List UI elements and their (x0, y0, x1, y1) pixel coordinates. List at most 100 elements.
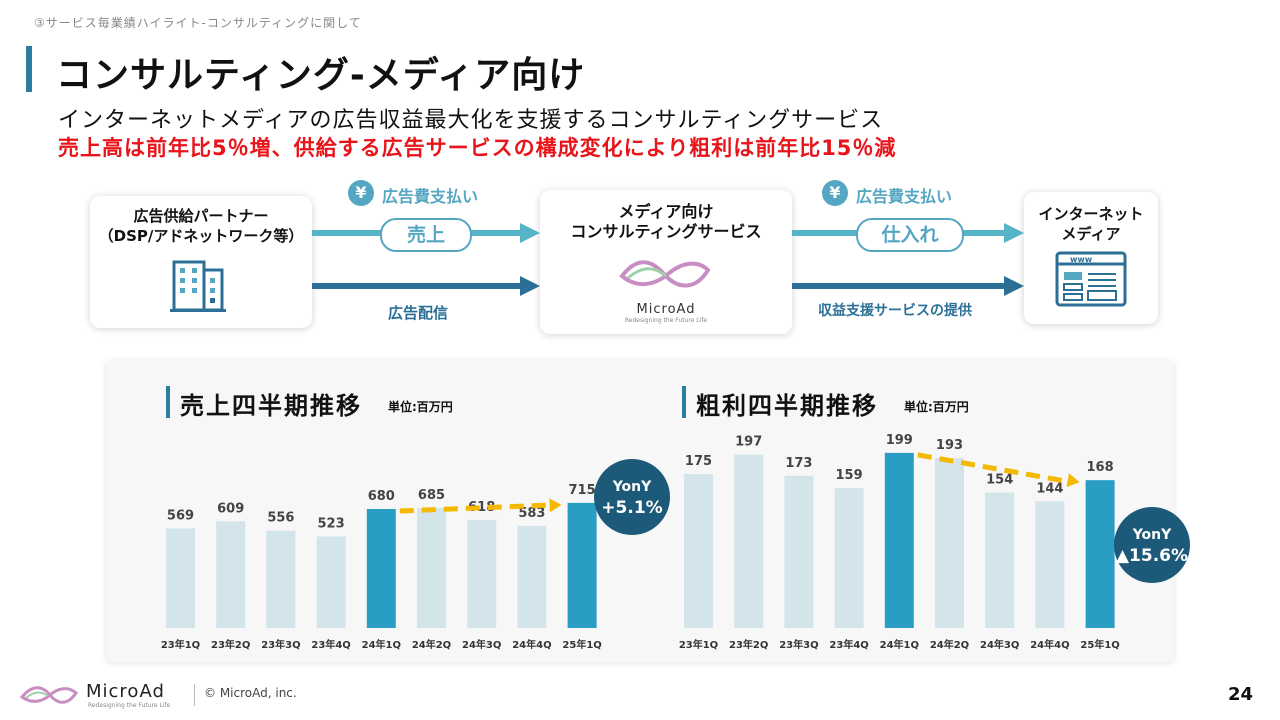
service-logo-text: MicroAd (636, 302, 696, 317)
service-label-1: メディア向け (618, 202, 714, 221)
yen-icon-left: ¥ (348, 180, 374, 206)
sales-chart-title-bar (166, 386, 170, 418)
sales-bar-9 (567, 502, 597, 628)
gross-profit-category-label-4: 23年4Q (829, 638, 868, 651)
left-payment-label: 広告費支払い (382, 187, 479, 206)
footer-logo-text: MicroAd (86, 681, 165, 702)
sales-value-label-2: 609 (217, 501, 244, 516)
sales-bar-6 (417, 508, 446, 628)
microad-logo-icon (619, 260, 711, 288)
sales-category-label-4: 23年4Q (311, 638, 350, 651)
sales-value-label-8: 583 (518, 506, 545, 521)
sales-category-label-6: 24年2Q (412, 638, 451, 651)
gross-profit-category-label-3: 23年3Q (779, 638, 818, 651)
gross-profit-value-label-6: 193 (936, 438, 963, 453)
gross-profit-yony-label: YonY (1132, 527, 1172, 543)
left-delivery-arrow (312, 276, 540, 296)
gross-profit-bar-6 (935, 458, 964, 628)
gross-profit-value-label-9: 168 (1087, 460, 1114, 475)
gross-profit-value-label-5: 199 (886, 433, 913, 448)
breadcrumb: ③サービス毎業績ハイライト-コンサルティングに関して (34, 16, 362, 30)
gross-profit-category-label-2: 23年2Q (729, 638, 768, 651)
page-subtitle: インターネットメディアの広告収益最大化を支援するコンサルティングサービス (58, 108, 884, 133)
gross-profit-category-label-8: 24年4Q (1030, 638, 1069, 651)
gross-profit-bar-2 (734, 454, 764, 628)
gross-profit-value-label-4: 159 (836, 468, 863, 483)
svg-text:www: www (1070, 255, 1093, 264)
page-title: コンサルティング-メディア向け (56, 55, 586, 96)
gross-profit-chart-unit: 単位:百万円 (904, 400, 969, 414)
left-delivery-label: 広告配信 (388, 304, 449, 322)
gross-profit-chart-title: 粗利四半期推移 (696, 392, 878, 420)
sales-trend-arrow-line (399, 502, 554, 514)
gross-profit-value-label-2: 197 (735, 435, 762, 450)
sales-category-label-3: 23年3Q (261, 638, 300, 651)
sales-yony-badge (594, 459, 670, 535)
service-label-2: コンサルティングサービス (570, 222, 762, 241)
sales-category-label-7: 24年3Q (462, 638, 501, 651)
internet-media-box: インターネット メディア www (1024, 192, 1158, 324)
footer-copyright: © MicroAd, inc. (204, 686, 297, 700)
sales-bar-2 (216, 521, 246, 628)
right-payment-label: 広告費支払い (856, 187, 953, 206)
gross-profit-bar-4 (834, 488, 864, 628)
right-delivery-label: 収益支援サービスの提供 (818, 303, 972, 319)
consulting-service-box: メディア向け コンサルティングサービス MicroAd Redesigning … (540, 190, 792, 334)
sales-value-label-1: 569 (167, 508, 194, 523)
sales-value-label-9: 715 (569, 483, 596, 498)
sales-trend-arrow-head (549, 498, 562, 513)
page-number: 24 (1228, 684, 1254, 705)
sales-value-label-3: 556 (267, 511, 294, 526)
sales-category-label-8: 24年4Q (512, 638, 551, 651)
gross-profit-trend-arrow-line (917, 452, 1073, 485)
gross-profit-chart-title-bar (682, 386, 686, 418)
building-icon (170, 260, 226, 312)
sales-bar-4 (316, 536, 346, 628)
sales-category-label-5: 24年1Q (362, 638, 401, 651)
footer-logo-tagline: Redesigning the Future Life (88, 702, 171, 709)
sales-value-label-7: 618 (468, 500, 495, 515)
sales-chart-unit: 単位:百万円 (388, 400, 453, 414)
sales-bar-3 (266, 530, 296, 628)
gross-profit-bar-8 (1035, 501, 1065, 628)
gross-profit-bar-1 (684, 474, 713, 628)
sales-chart-title: 売上四半期推移 (180, 392, 362, 420)
gross-profit-yony-value: ▲15.6% (1116, 546, 1188, 566)
gross-profit-value-label-1: 175 (685, 454, 712, 469)
gross-profit-category-label-9: 25年1Q (1080, 638, 1119, 651)
sales-category-label-9: 25年1Q (562, 638, 601, 651)
sales-bar-7 (467, 519, 497, 628)
gross-profit-value-label-3: 173 (785, 456, 812, 471)
service-logo-tagline: Redesigning the Future Life (624, 317, 708, 324)
gross-profit-category-label-6: 24年2Q (930, 638, 969, 651)
sales-value-label-4: 523 (318, 516, 345, 531)
partner-label-2: （DSP/アドネットワーク等） (98, 227, 304, 245)
yen-icon-right: ¥ (822, 180, 848, 206)
web-browser-icon: www (1055, 251, 1127, 307)
sales-category-label-2: 23年2Q (211, 638, 250, 651)
purchase-pill: 仕入れ (856, 218, 964, 252)
highlight-text: 売上高は前年比5％増、供給する広告サービスの構成変化により粗利は前年比15％減 (58, 136, 897, 160)
right-delivery-arrow (792, 276, 1024, 296)
sales-category-label-1: 23年1Q (161, 638, 200, 651)
sales-bar-8 (517, 525, 547, 628)
gross-profit-category-label-7: 24年3Q (980, 638, 1019, 651)
footer-separator (194, 684, 195, 706)
gross-profit-category-label-1: 23年1Q (679, 638, 718, 651)
gross-profit-value-label-7: 154 (986, 472, 1013, 487)
sales-bar-1 (166, 528, 195, 628)
gross-profit-bar-9 (1085, 480, 1115, 628)
sales-pill: 売上 (380, 218, 472, 252)
gross-profit-category-label-5: 24年1Q (880, 638, 919, 651)
gross-profit-bar-5 (884, 452, 914, 628)
title-accent-bar (26, 46, 32, 92)
sales-yony-value: +5.1% (601, 498, 662, 518)
media-label-2: メディア (1061, 225, 1121, 243)
gross-profit-value-label-8: 144 (1036, 481, 1063, 496)
gross-profit-bar-7 (985, 492, 1015, 628)
sales-value-label-5: 680 (368, 489, 395, 504)
partner-label-1: 広告供給パートナー (133, 207, 269, 225)
gross-profit-trend-arrow-head (1066, 473, 1080, 488)
partner-box: 広告供給パートナー （DSP/アドネットワーク等） (90, 196, 312, 328)
